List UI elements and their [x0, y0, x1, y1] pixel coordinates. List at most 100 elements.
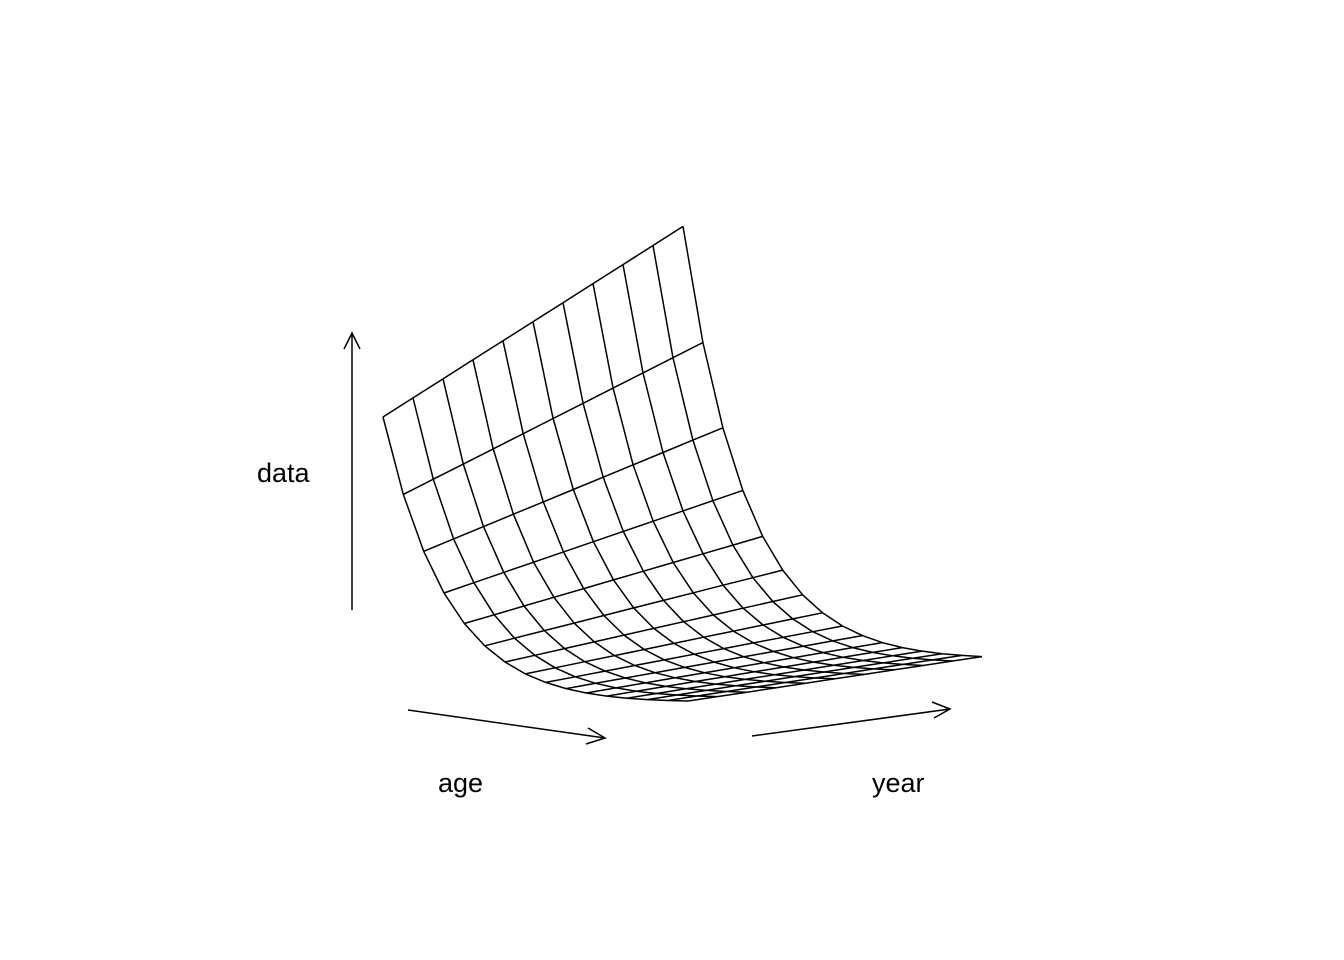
mesh-line-age — [782, 569, 804, 596]
mesh-line-age — [755, 686, 777, 689]
mesh-line-age — [667, 699, 689, 702]
mesh-line-year — [462, 448, 494, 465]
mesh-line-year — [693, 647, 724, 655]
mesh-line-age — [615, 687, 637, 692]
mesh-line-age — [922, 650, 943, 655]
mesh-line-year — [682, 499, 714, 512]
mesh-line-year — [513, 501, 544, 515]
mesh-line-age — [484, 645, 506, 663]
mesh-line-age — [656, 692, 677, 696]
mesh-line-age — [532, 561, 555, 598]
mesh-line-age — [772, 600, 794, 620]
mesh-line-year — [883, 657, 913, 664]
mesh-line-year — [832, 634, 863, 642]
mesh-line-age — [382, 416, 405, 495]
mesh-line-year — [442, 359, 474, 380]
mesh-line-age — [862, 634, 883, 644]
mesh-line-age — [692, 439, 714, 501]
mesh-line-year — [562, 282, 594, 304]
mesh-line-year — [794, 671, 825, 678]
x-axis-arrow — [407, 709, 607, 745]
mesh-line-year — [647, 694, 677, 701]
mesh-line-year — [754, 666, 785, 673]
mesh-line-year — [563, 540, 594, 553]
mesh-line-year — [663, 592, 694, 602]
mesh-line-age — [674, 677, 696, 683]
mesh-line-year — [685, 683, 716, 690]
mesh-line-age — [582, 403, 604, 478]
mesh-line-year — [443, 581, 475, 594]
mesh-line-age — [606, 695, 628, 699]
mesh-line-age — [525, 673, 546, 684]
mesh-line-year — [773, 645, 804, 653]
mesh-line-year — [586, 687, 617, 694]
mesh-line-age — [412, 397, 435, 480]
mesh-line-age — [514, 637, 536, 656]
mesh-line-year — [793, 651, 824, 659]
mesh-line-age — [724, 675, 746, 681]
mesh-line-age — [765, 680, 786, 684]
mesh-line-year — [932, 654, 963, 661]
mesh-line-year — [633, 599, 664, 609]
mesh-line-year — [912, 652, 943, 660]
mesh-line-year — [744, 673, 775, 681]
mesh-line-age — [735, 685, 757, 688]
mesh-line-year — [472, 340, 504, 361]
mesh-line-age — [842, 656, 864, 662]
y-axis-arrow — [751, 701, 952, 737]
mesh-line-year — [903, 659, 933, 666]
mesh-line-year — [632, 451, 664, 466]
mesh-line-age — [503, 572, 525, 607]
mesh-line-year — [613, 570, 644, 581]
mesh-line-age — [652, 520, 674, 563]
mesh-line-age — [762, 536, 784, 571]
mesh-line-year — [696, 690, 727, 697]
mesh-line-year — [706, 685, 736, 692]
mesh-line-age — [702, 342, 724, 428]
mesh-line-age — [482, 526, 505, 573]
mesh-line-year — [742, 600, 773, 609]
mesh-line-age — [783, 666, 805, 671]
mesh-line-age — [863, 659, 884, 664]
mesh-line-age — [553, 596, 575, 624]
mesh-line-age — [622, 531, 645, 572]
mesh-line-age — [833, 664, 854, 669]
mesh-line-year — [523, 596, 555, 607]
mesh-line-age — [493, 614, 516, 639]
mesh-line-age — [602, 476, 625, 532]
mesh-line-age — [773, 650, 794, 659]
mesh-line-age — [625, 677, 646, 684]
mesh-line-age — [672, 562, 694, 594]
z-axis-label: data — [257, 458, 311, 488]
mesh-line-year — [803, 664, 834, 671]
mesh-line-age — [612, 387, 634, 465]
mesh-line-age — [774, 673, 795, 678]
mesh-line-age — [742, 490, 764, 537]
mesh-line-age — [902, 646, 923, 652]
mesh-line-age — [662, 452, 684, 512]
mesh-line-year — [565, 682, 596, 690]
mesh-line-year — [552, 402, 584, 420]
mesh-line-year — [622, 244, 654, 266]
mesh-line-age — [662, 599, 685, 623]
mesh-line-year — [813, 656, 844, 663]
mesh-line-year — [664, 653, 695, 661]
mesh-line-age — [722, 427, 744, 491]
mesh-line-year — [623, 520, 654, 533]
mesh-line-year — [662, 439, 694, 454]
mesh-line-age — [822, 612, 843, 627]
mesh-line-year — [603, 607, 634, 617]
mesh-line-age — [652, 245, 674, 358]
mesh-line-age — [892, 655, 913, 660]
mesh-line-age — [903, 663, 924, 667]
mesh-line-age — [642, 570, 665, 601]
mesh-line-year — [683, 614, 714, 623]
mesh-line-year — [492, 433, 524, 450]
mesh-line-year — [743, 650, 774, 658]
mesh-line-year — [382, 397, 414, 418]
mesh-line-year — [642, 357, 674, 374]
mesh-line-year — [464, 614, 495, 625]
mesh-line-age — [842, 625, 863, 637]
mesh-line-year — [704, 667, 735, 674]
